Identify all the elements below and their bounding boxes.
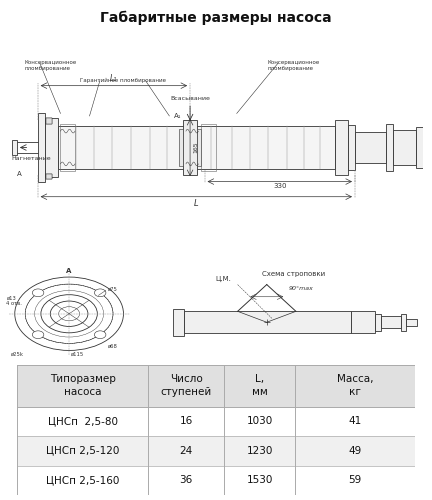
Bar: [201, 124, 216, 172]
Text: ЦНСп 2,5-160: ЦНСп 2,5-160: [46, 476, 120, 486]
Bar: [355, 132, 386, 162]
Bar: [46, 118, 52, 124]
Text: L,
мм: L, мм: [252, 374, 267, 398]
Bar: [46, 174, 52, 179]
Text: L₁: L₁: [110, 74, 118, 83]
Bar: [386, 124, 393, 172]
Text: 41: 41: [349, 416, 362, 426]
Bar: [393, 130, 416, 165]
Text: 90°max: 90°max: [289, 286, 313, 290]
Text: ø115: ø115: [71, 352, 84, 357]
Text: ø13
4 отв.: ø13 4 отв.: [6, 296, 22, 306]
Bar: [58, 126, 335, 169]
Bar: [348, 125, 355, 170]
Bar: [17, 406, 415, 436]
Bar: [17, 436, 415, 466]
Text: А: А: [17, 172, 21, 177]
Bar: [38, 114, 45, 182]
Bar: [179, 128, 183, 166]
Bar: [335, 120, 348, 176]
Text: L: L: [194, 199, 199, 208]
Bar: [12, 140, 17, 155]
Text: 165: 165: [193, 142, 198, 154]
Text: 36: 36: [180, 476, 193, 486]
Circle shape: [95, 289, 106, 296]
Bar: [184, 312, 351, 333]
Text: ЦНСп 2,5-120: ЦНСп 2,5-120: [46, 446, 120, 456]
Bar: [45, 118, 58, 176]
Bar: [46, 174, 52, 179]
Bar: [197, 128, 201, 166]
Text: Консервационное
пломбирование: Консервационное пломбирование: [24, 60, 76, 71]
Bar: [401, 314, 406, 331]
Circle shape: [32, 289, 44, 296]
Text: Типоразмер
насоса: Типоразмер насоса: [50, 374, 116, 398]
Bar: [173, 309, 184, 336]
Text: 24: 24: [180, 446, 193, 456]
Text: Ц.М.: Ц.М.: [216, 276, 232, 282]
Circle shape: [95, 331, 106, 338]
Text: 49: 49: [349, 446, 362, 456]
Text: Консервационное
пломбирование: Консервационное пломбирование: [268, 60, 320, 71]
Bar: [46, 118, 52, 124]
Text: ø68: ø68: [108, 344, 118, 348]
Text: ЦНСп  2,5-80: ЦНСп 2,5-80: [48, 416, 118, 426]
Text: 330: 330: [273, 183, 286, 189]
Bar: [375, 314, 381, 331]
Bar: [416, 128, 423, 168]
Bar: [60, 124, 75, 172]
Bar: [17, 466, 415, 495]
Bar: [17, 365, 415, 406]
Text: 16: 16: [180, 416, 193, 426]
Text: Схема строповки: Схема строповки: [262, 271, 325, 277]
Text: 59: 59: [349, 476, 362, 486]
Text: А₁: А₁: [174, 113, 182, 119]
Text: 1030: 1030: [247, 416, 273, 426]
Bar: [183, 120, 197, 176]
Text: Гарантийное пломбирование: Гарантийное пломбирование: [79, 78, 166, 83]
Text: ø75: ø75: [108, 286, 118, 292]
Bar: [351, 312, 375, 333]
Text: 1230: 1230: [247, 446, 273, 456]
Text: Число
ступеней: Число ступеней: [161, 374, 212, 398]
Circle shape: [32, 331, 44, 338]
Text: Габаритные размеры насоса: Габаритные размеры насоса: [100, 11, 332, 26]
Bar: [406, 318, 417, 326]
Text: ø25k: ø25k: [10, 352, 23, 357]
Text: А: А: [67, 268, 72, 274]
Bar: [381, 316, 401, 328]
Text: Всасывание: Всасывание: [170, 96, 210, 101]
Text: Нагнетание: Нагнетание: [12, 156, 51, 162]
Text: 1530: 1530: [247, 476, 273, 486]
Text: Масса,
кг: Масса, кг: [337, 374, 373, 398]
